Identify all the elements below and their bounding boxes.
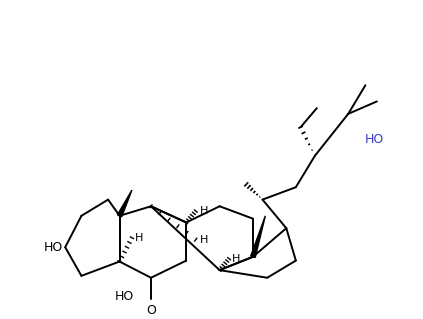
Text: HO: HO (365, 133, 384, 146)
Text: HO: HO (43, 241, 63, 254)
Polygon shape (118, 190, 132, 217)
Text: HO: HO (115, 290, 134, 303)
Text: H: H (200, 235, 208, 245)
Polygon shape (251, 216, 265, 257)
Text: H: H (135, 233, 143, 243)
Text: H: H (232, 254, 240, 264)
Text: O: O (146, 304, 156, 317)
Text: H: H (200, 206, 208, 216)
